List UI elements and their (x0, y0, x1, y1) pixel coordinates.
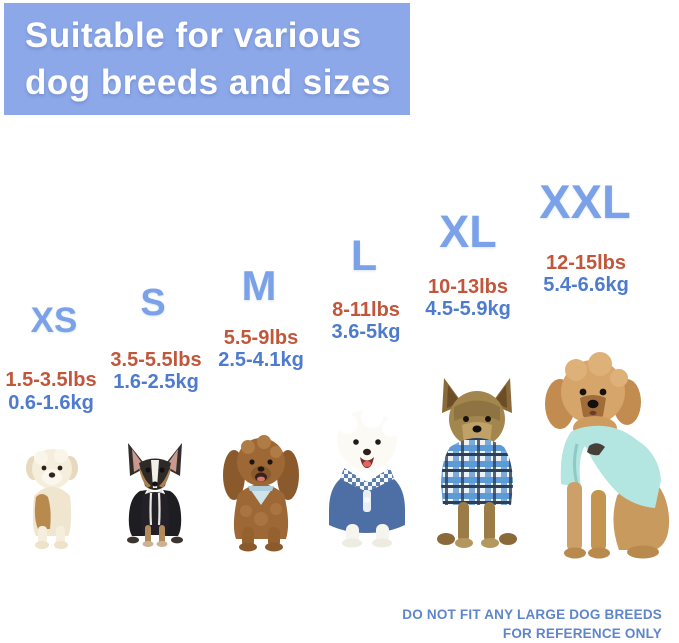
disclaimer: DO NOT FIT ANY LARGE DOG BREEDS FOR REFE… (402, 605, 662, 643)
weight-lbs-xs: 1.5-3.5lbs (5, 369, 97, 391)
weight-lbs-m: 5.5-9lbs (223, 327, 299, 349)
size-label-s: S (140, 282, 166, 324)
size-label-xs: XS (30, 301, 78, 340)
disclaimer-line-2: FOR REFERENCE ONLY (502, 626, 662, 641)
weight-kg-xs: 0.6-1.6kg (8, 392, 94, 414)
weight-kg-xxl: 5.4-6.6kg (543, 274, 629, 296)
weight-lbs-xl: 10-13lbs (427, 276, 509, 298)
dog-photo-xs-white-maltese-puppy (26, 449, 78, 549)
weight-lbs-s: 3.5-5.5lbs (110, 349, 202, 371)
title-line-1: Suitable for various (25, 16, 362, 55)
disclaimer-line-1: DO NOT FIT ANY LARGE DOG BREEDS (402, 607, 662, 622)
size-label-xxl: XXL (539, 175, 631, 228)
dog-photo-xl-yorkshire-terrier-plaid-shirt (437, 378, 517, 548)
size-label-xl: XL (439, 206, 497, 257)
dog-photo-s-chihuahua-black-hoodie (127, 443, 183, 547)
weight-kg-l: 3.6-5kg (331, 321, 401, 343)
size-label-m: M (241, 262, 277, 309)
weight-lbs-xxl: 12-15lbs (545, 252, 627, 274)
weight-lbs-l: 8-11lbs (332, 299, 400, 321)
weight-kg-xl: 4.5-5.9kg (425, 298, 511, 320)
dog-photo-xxl-apricot-poodle-mint-tank (545, 352, 670, 559)
dog-photo-l-white-bichon-blue-polo (329, 406, 405, 548)
dog-photo-m-brown-toy-poodle (223, 435, 299, 552)
size-label-l: L (350, 232, 378, 280)
title-line-2: dog breeds and sizes (25, 63, 391, 102)
title-banner: Suitable for various dog breeds and size… (4, 3, 410, 115)
weight-kg-m: 2.5-4.1kg (218, 349, 304, 371)
weight-kg-s: 1.6-2.5kg (113, 371, 199, 393)
